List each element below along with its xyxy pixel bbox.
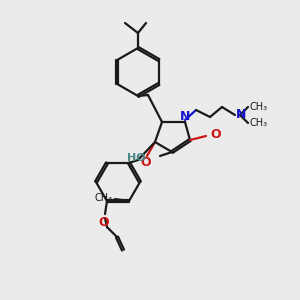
Text: O: O [99, 216, 109, 229]
Text: N: N [180, 110, 190, 124]
Text: HO: HO [128, 153, 146, 163]
Text: O: O [210, 128, 220, 142]
Text: N: N [236, 107, 246, 121]
Text: O: O [141, 155, 151, 169]
Text: CH₃: CH₃ [95, 193, 113, 203]
Text: CH₃: CH₃ [250, 118, 268, 128]
Text: CH₃: CH₃ [250, 102, 268, 112]
